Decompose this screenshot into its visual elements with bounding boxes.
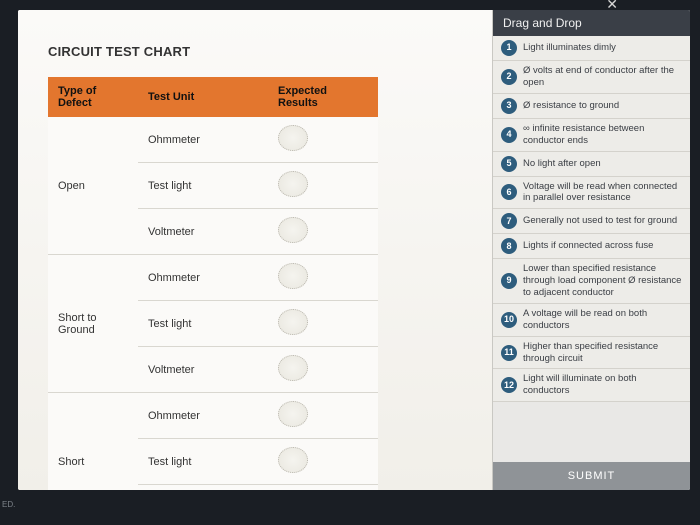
drag-option[interactable]: 3 Ø resistance to ground	[493, 94, 690, 119]
drag-option[interactable]: 1 Light illuminates dimly	[493, 36, 690, 61]
main-area: CIRCUIT TEST CHART Type of Defect Test U…	[18, 10, 492, 490]
col-defect-header: Type of Defect	[48, 77, 138, 117]
drop-slot[interactable]	[278, 263, 308, 289]
unit-cell: Voltmeter	[138, 485, 268, 491]
result-drop-cell[interactable]	[268, 393, 378, 439]
drag-option[interactable]: 12 Light will illuminate on both conducto…	[493, 369, 690, 402]
option-text: Ø volts at end of conductor after the op…	[523, 65, 682, 89]
unit-cell: Voltmeter	[138, 209, 268, 255]
unit-cell: Test light	[138, 439, 268, 485]
option-text: No light after open	[523, 158, 682, 170]
unit-cell: Ohmmeter	[138, 255, 268, 301]
drop-slot[interactable]	[278, 171, 308, 197]
option-badge: 5	[501, 156, 517, 172]
result-drop-cell[interactable]	[268, 301, 378, 347]
app-screen: CIRCUIT TEST CHART Type of Defect Test U…	[18, 10, 690, 490]
drag-option[interactable]: 7 Generally not used to test for ground	[493, 209, 690, 234]
option-badge: 4	[501, 127, 517, 143]
option-text: Light will illuminate on both conductors	[523, 373, 682, 397]
drag-option[interactable]: 4 ∞ infinite resistance between conductor…	[493, 119, 690, 152]
option-text: ∞ infinite resistance between conductor …	[523, 123, 682, 147]
option-badge: 11	[501, 345, 517, 361]
drag-option[interactable]: 11 Higher than specified resistance throu…	[493, 337, 690, 370]
result-drop-cell[interactable]	[268, 209, 378, 255]
page-title: CIRCUIT TEST CHART	[48, 44, 472, 59]
table-row: Short to GroundOhmmeter	[48, 255, 378, 301]
unit-cell: Voltmeter	[138, 347, 268, 393]
option-text: Ø resistance to ground	[523, 100, 682, 112]
drag-option[interactable]: 2 Ø volts at end of conductor after the o…	[493, 61, 690, 94]
result-drop-cell[interactable]	[268, 255, 378, 301]
option-badge: 8	[501, 238, 517, 254]
drag-option[interactable]: 6 Voltage will be read when connected in …	[493, 177, 690, 210]
defect-cell: Open	[48, 117, 138, 255]
unit-cell: Test light	[138, 301, 268, 347]
drop-slot[interactable]	[278, 125, 308, 151]
submit-button[interactable]: SUBMIT	[493, 462, 690, 490]
drag-option[interactable]: 9 Lower than specified resistance through…	[493, 259, 690, 304]
defect-cell: Short to Ground	[48, 255, 138, 393]
result-drop-cell[interactable]	[268, 117, 378, 163]
drag-option[interactable]: 5 No light after open	[493, 152, 690, 177]
option-badge: 2	[501, 69, 517, 85]
drop-slot[interactable]	[278, 401, 308, 427]
table-row: OpenOhmmeter	[48, 117, 378, 163]
option-text: Lower than specified resistance through …	[523, 263, 682, 299]
unit-cell: Ohmmeter	[138, 117, 268, 163]
option-badge: 10	[501, 312, 517, 328]
col-results-header: Expected Results	[268, 77, 378, 117]
option-text: Lights if connected across fuse	[523, 240, 682, 252]
defect-cell: Short	[48, 393, 138, 491]
drag-option[interactable]: 8 Lights if connected across fuse	[493, 234, 690, 259]
drag-options-list: 1 Light illuminates dimly 2 Ø volts at end …	[493, 36, 690, 462]
test-chart-table: Type of Defect Test Unit Expected Result…	[48, 77, 378, 490]
result-drop-cell[interactable]	[268, 485, 378, 491]
drop-slot[interactable]	[278, 447, 308, 473]
unit-cell: Test light	[138, 163, 268, 209]
option-text: Higher than specified resistance through…	[523, 341, 682, 365]
option-badge: 12	[501, 377, 517, 393]
table-row: ShortOhmmeter	[48, 393, 378, 439]
option-text: Light illuminates dimly	[523, 42, 682, 54]
option-text: Generally not used to test for ground	[523, 215, 682, 227]
option-badge: 1	[501, 40, 517, 56]
result-drop-cell[interactable]	[268, 347, 378, 393]
option-badge: 3	[501, 98, 517, 114]
option-badge: 9	[501, 273, 517, 289]
option-badge: 6	[501, 184, 517, 200]
result-drop-cell[interactable]	[268, 439, 378, 485]
option-text: A voltage will be read on both conductor…	[523, 308, 682, 332]
option-badge: 7	[501, 213, 517, 229]
drop-slot[interactable]	[278, 309, 308, 335]
result-drop-cell[interactable]	[268, 163, 378, 209]
drag-option[interactable]: 10 A voltage will be read on both conduct…	[493, 304, 690, 337]
unit-cell: Ohmmeter	[138, 393, 268, 439]
drag-panel: Drag and Drop 1Light illuminates dimly2Ø…	[492, 10, 690, 490]
bezel-label: ED.	[2, 500, 15, 509]
drop-slot[interactable]	[278, 217, 308, 243]
option-text: Voltage will be read when connected in p…	[523, 181, 682, 205]
drag-panel-header: Drag and Drop	[493, 10, 690, 36]
drop-slot[interactable]	[278, 355, 308, 381]
col-unit-header: Test Unit	[138, 77, 268, 117]
